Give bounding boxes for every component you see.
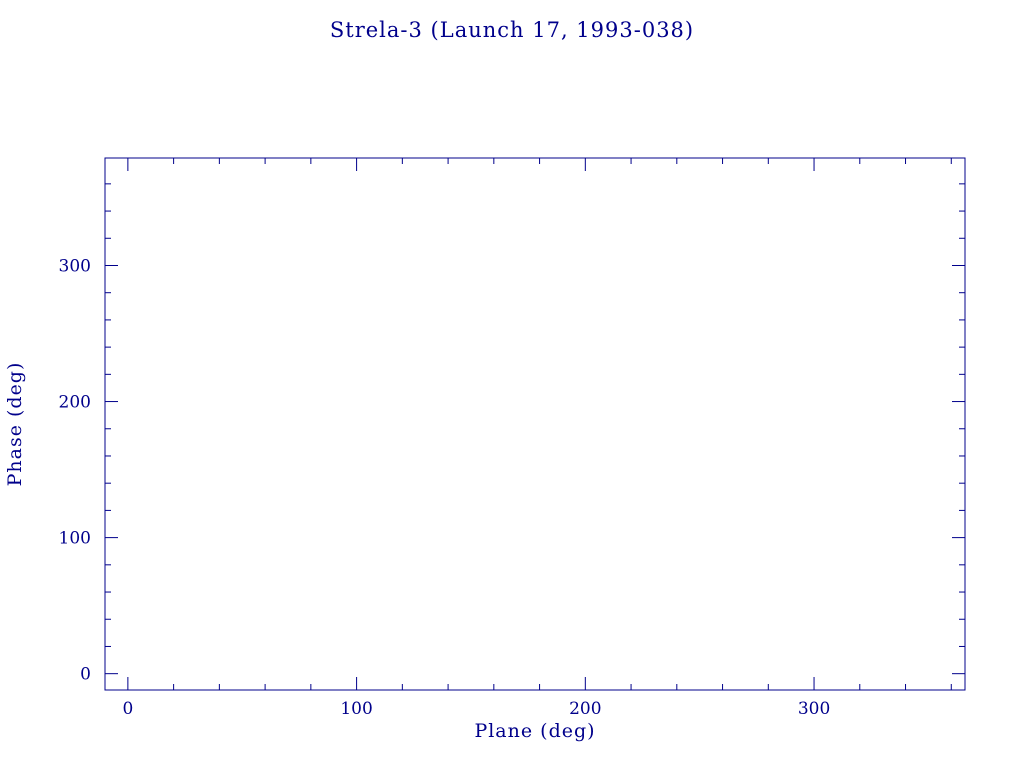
plot-box: [104, 157, 966, 691]
chart-title: Strela-3 (Launch 17, 1993-038): [329, 18, 695, 42]
x-tick-label: 300: [798, 699, 830, 719]
x-tick-label: 200: [569, 699, 601, 719]
y-tick-label: 100: [59, 529, 91, 549]
x-axis-label: Plane (deg): [474, 720, 596, 742]
y-tick-label: 300: [59, 256, 91, 276]
x-tick-label: 0: [122, 699, 133, 719]
x-tick-label: 100: [340, 699, 372, 719]
y-tick-label: 0: [80, 665, 91, 685]
y-tick-label: 200: [59, 393, 91, 413]
